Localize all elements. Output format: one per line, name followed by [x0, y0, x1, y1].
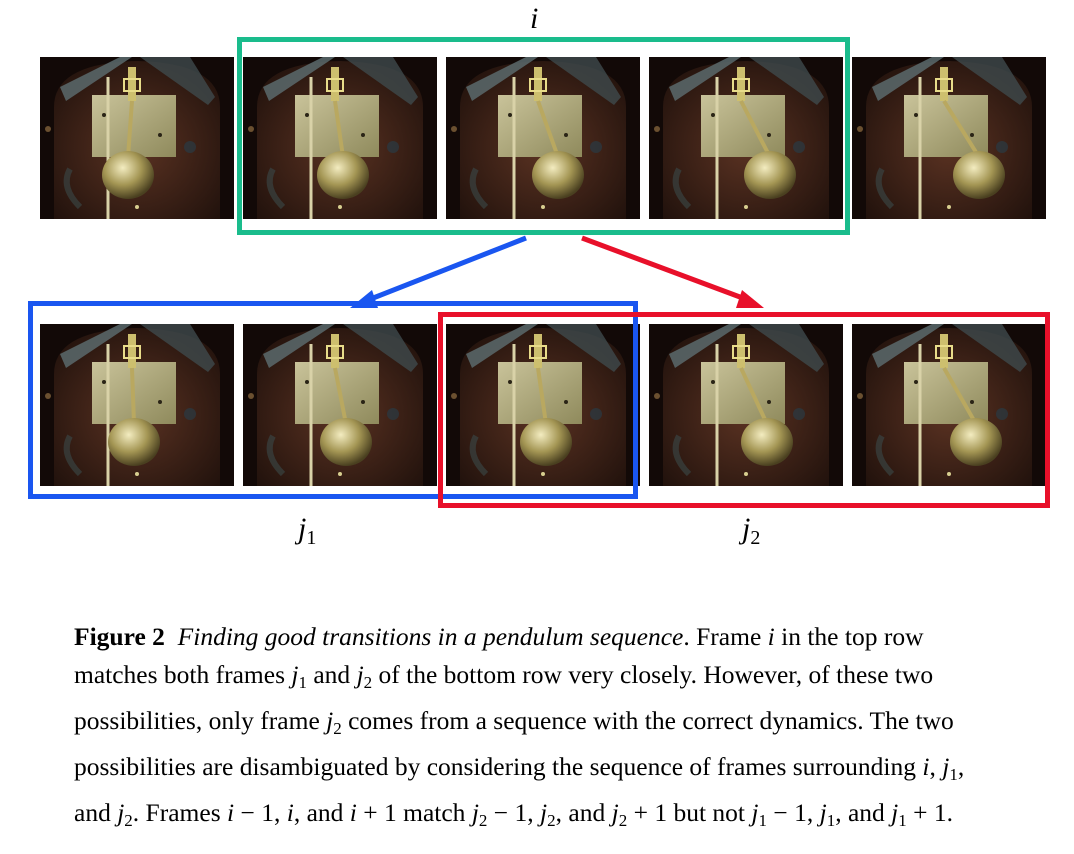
caption-seg: + 1 match: [356, 798, 472, 827]
label-j1: j1: [298, 514, 316, 553]
caption-sub: 2: [478, 811, 488, 830]
caption-var: j: [326, 706, 334, 735]
caption-var: i: [286, 798, 294, 827]
caption-seg: − 1,: [234, 798, 287, 827]
caption-var: j: [291, 660, 299, 689]
caption-var: i: [227, 798, 235, 827]
caption-title: Finding good transitions in a pendulum s…: [177, 622, 684, 651]
caption-seg: in the top row matches both frames: [74, 622, 924, 689]
caption-sub: 2: [333, 719, 342, 738]
j1-highlight-box: [28, 301, 638, 499]
caption-seg: , and: [74, 752, 965, 827]
caption-var: j: [117, 798, 125, 827]
caption-sub: 1: [898, 811, 907, 830]
caption-var: j: [611, 798, 619, 827]
caption-var: i: [767, 622, 775, 651]
bottom-frame-1: [40, 324, 234, 486]
caption-var: j: [819, 798, 827, 827]
caption-seg: . Frame: [683, 622, 768, 651]
caption-var: i: [922, 752, 930, 781]
top-frame-2: [243, 57, 437, 219]
top-frame-4: [649, 57, 843, 219]
red-arrow: [581, 235, 764, 308]
caption-sub: 2: [363, 673, 373, 692]
label-i: i: [530, 4, 538, 34]
caption-sub: 2: [618, 811, 628, 830]
caption-var: j: [356, 660, 364, 689]
caption-seg: − 1,: [487, 798, 541, 827]
caption-seg: , and: [555, 798, 612, 827]
label-j1-sub: 1: [306, 527, 317, 549]
caption-seg: comes from a sequence with the correct d…: [74, 706, 954, 781]
caption-var: i: [349, 798, 357, 827]
top-frame-3: [446, 57, 640, 219]
label-j2: j2: [742, 514, 760, 553]
caption-var: j: [471, 798, 479, 827]
figure-caption: Figure 2 Finding good transitions in a p…: [74, 618, 1004, 840]
caption-sub: 1: [298, 673, 307, 692]
caption-text: Figure 2 Finding good transitions in a p…: [74, 618, 1004, 840]
caption-seg: , and: [835, 798, 892, 827]
top-frame-1: [40, 57, 234, 219]
caption-seg: , and: [293, 798, 350, 827]
bottom-frame-2: [243, 324, 437, 486]
label-j2-sub: 2: [750, 527, 761, 549]
caption-sub: 1: [826, 811, 836, 830]
label-j2-base: j: [742, 512, 751, 545]
caption-seg: of the bottom row very closely. However,…: [74, 660, 934, 735]
j2-highlight-box: [438, 312, 1050, 508]
bottom-frame-4: [649, 324, 843, 486]
label-j1-base: j: [298, 512, 307, 545]
top-frame-5: [852, 57, 1046, 219]
blue-arrow: [350, 235, 527, 308]
caption-sub: 2: [124, 811, 133, 830]
top-highlight-box: [237, 37, 850, 235]
caption-seg: + 1.: [906, 798, 954, 827]
caption-sub: 2: [547, 811, 556, 830]
caption-figure-label: Figure 2: [74, 622, 165, 651]
caption-seg: − 1,: [766, 798, 820, 827]
caption-sub: 1: [949, 765, 958, 784]
bottom-frame-3: [446, 324, 640, 486]
label-i-text: i: [530, 2, 539, 35]
caption-var: j: [942, 752, 950, 781]
caption-var: j: [540, 798, 548, 827]
bottom-frame-5: [852, 324, 1046, 486]
caption-sub: 1: [758, 811, 767, 830]
caption-seg: and: [306, 660, 357, 689]
caption-seg: . Frames: [132, 798, 227, 827]
caption-seg: + 1 but not: [627, 798, 752, 827]
caption-var: j: [751, 798, 759, 827]
caption-seg: ,: [929, 752, 943, 781]
caption-var: j: [891, 798, 899, 827]
